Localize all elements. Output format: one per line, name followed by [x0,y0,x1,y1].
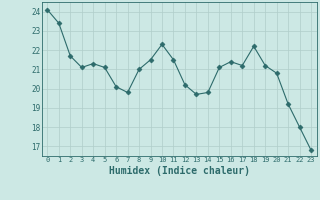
X-axis label: Humidex (Indice chaleur): Humidex (Indice chaleur) [109,166,250,176]
